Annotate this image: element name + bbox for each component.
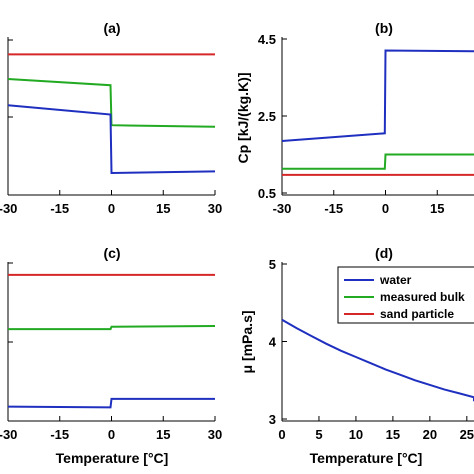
panel-a-x-tick-label: -15 (50, 201, 69, 216)
panel-a-series-line-1 (7, 78, 216, 128)
panel-c-x-tick-label: 0 (108, 427, 115, 442)
panel-b-title: (b) (375, 20, 393, 36)
panel-b-y-tick-label: 4.5 (258, 32, 276, 47)
panel-d-xlabel: Temperature [°C] (310, 450, 423, 466)
panel-d-x-tick-label: 25 (460, 427, 474, 442)
panel-b-plot (281, 49, 474, 176)
panel-a: (a) -30 -15 0 15 30 (0, 20, 222, 216)
panel-c-x-tick-label: 15 (156, 427, 170, 442)
panel-d-x-tick-label: 10 (349, 427, 363, 442)
panel-a-x-tick-label: -30 (0, 201, 17, 216)
panel-c-axes (7, 262, 215, 422)
panel-b-y-tick-label: 0.5 (258, 186, 276, 201)
panel-d-x-tick-label: 0 (278, 427, 285, 442)
panel-b-y-ticks: 0.5 2.5 4.5 (258, 32, 287, 201)
panel-c-series-line-2 (7, 397, 215, 409)
panel-d-x-ticks: 0 5 10 15 20 25 (278, 416, 474, 442)
panel-d-x-tick-label: 15 (386, 427, 400, 442)
panel-a-x-tick-label: 30 (208, 201, 222, 216)
panel-d-title: (d) (375, 245, 393, 261)
panel-d: (d) Temperature [°C] μ [mPa.s] 0 5 10 15 20 2… (239, 245, 474, 466)
panel-d-x-tick-label: 20 (423, 427, 437, 442)
panel-c-x-tick-label: -30 (0, 427, 17, 442)
panel-c-title: (c) (103, 245, 120, 261)
panel-d-plot (281, 318, 474, 402)
panel-b-x-tick-label: 15 (430, 201, 444, 216)
panel-b-y-tick-label: 2.5 (258, 109, 276, 124)
panel-d-y-tick-label: 3 (269, 412, 276, 427)
panel-a-series-line-2 (7, 104, 216, 175)
panel-c-xlabel: Temperature [°C] (56, 450, 169, 466)
panel-c-series-line-1 (8, 325, 216, 331)
panel-b-x-tick-label: 0 (382, 201, 389, 216)
panel-d-series-line-0 (281, 318, 474, 402)
panel-a-x-ticks: -30 -15 0 15 30 (0, 190, 222, 216)
panel-a-x-tick-label: 0 (108, 201, 115, 216)
panel-b: (b) Cp [kJ/(kg.K)] -30 -15 0 15 0.5 2.5 4.5 (235, 20, 474, 216)
panel-b-axes (281, 37, 474, 196)
panel-d-x-tick-label: 5 (315, 427, 322, 442)
panel-d-ylabel: μ [mPa.s] (239, 310, 255, 373)
panel-b-x-ticks: -30 -15 0 15 (273, 190, 444, 216)
panel-d-y-ticks: 3 4 5 (269, 257, 287, 427)
panel-d-y-tick-label: 4 (269, 335, 277, 350)
panel-b-x-tick-label: -30 (273, 201, 292, 216)
panel-c-x-tick-label: 30 (208, 427, 222, 442)
panel-d-legend: water measured bulk sand particle (337, 266, 474, 324)
panel-d-y-tick-label: 5 (269, 257, 276, 272)
panel-c-x-ticks: -30 -15 0 15 30 (0, 416, 222, 442)
panel-c: (c) Temperature [°C] -30 -15 0 15 30 (0, 245, 222, 466)
legend-label-0: water (379, 273, 412, 287)
panel-b-x-tick-label: -15 (324, 201, 343, 216)
panel-a-title: (a) (103, 20, 120, 36)
panel-a-plot (7, 53, 216, 175)
panel-b-series-line-0 (281, 49, 474, 142)
panel-a-x-tick-label: 15 (156, 201, 170, 216)
legend-label-2: sand particle (380, 307, 454, 321)
panel-c-plot (7, 273, 216, 409)
legend-label-1: measured bulk (380, 290, 465, 304)
panel-b-series-line-1 (282, 153, 474, 170)
panel-b-ylabel: Cp [kJ/(kg.K)] (235, 73, 251, 164)
panel-c-x-tick-label: -15 (50, 427, 69, 442)
